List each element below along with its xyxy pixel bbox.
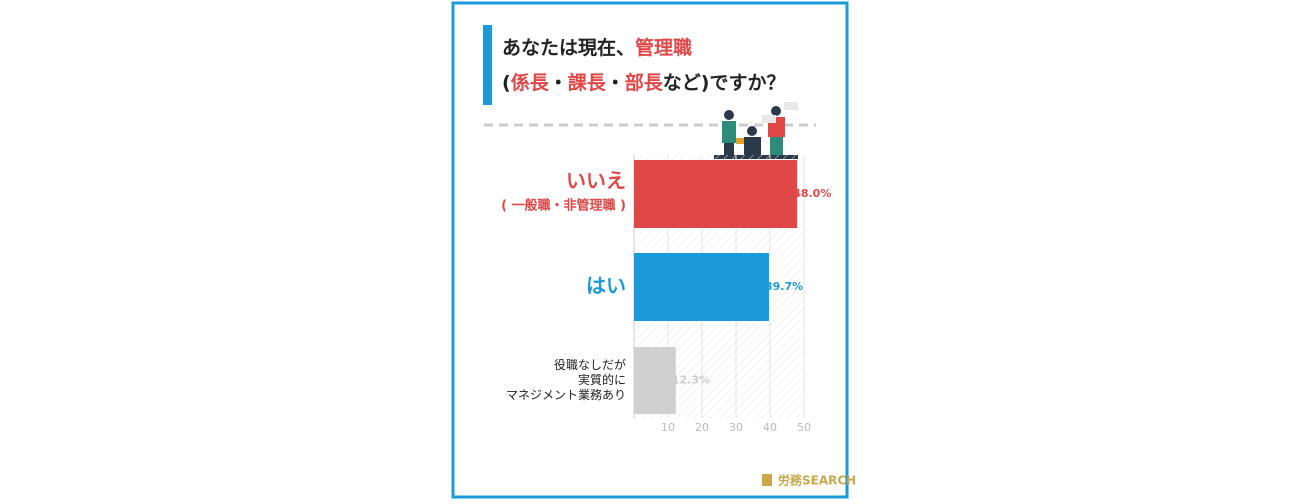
title-accent	[483, 25, 492, 105]
x-tick-label: 50	[797, 421, 811, 434]
title-segment: ・	[606, 72, 625, 94]
x-tick-label: 10	[661, 421, 675, 434]
category-label: 役職なしだが	[554, 357, 626, 372]
category-label: 実質的に	[578, 372, 626, 387]
logo-icon	[762, 474, 772, 486]
title-segment: あなたは現在、	[502, 36, 635, 59]
x-tick-label: 30	[729, 421, 743, 434]
title-line: あなたは現在、管理職	[502, 36, 692, 59]
title-segment: (	[502, 72, 511, 94]
category-label: ( 一般職・非管理職 )	[501, 198, 626, 214]
category-label: はい	[586, 274, 626, 298]
category-label: マネジメント業務あり	[506, 388, 626, 402]
title-segment: 係長	[511, 71, 550, 94]
bar	[634, 160, 798, 228]
title-segment: など)ですか？	[663, 72, 786, 94]
title-line: (係長・課長・部長など)ですか？	[502, 71, 785, 94]
x-tick-label: 40	[763, 421, 777, 434]
bar	[634, 347, 676, 414]
logo: 労務SEARCH	[778, 473, 856, 488]
title-segment: 管理職	[635, 36, 692, 59]
title-segment: ・	[549, 72, 568, 94]
x-tick-label: 20	[695, 421, 709, 434]
value-label: 48.0%	[793, 187, 831, 200]
title-segment: 課長	[568, 71, 607, 94]
value-label: 39.7%	[765, 280, 803, 293]
title-segment: 部長	[625, 71, 664, 94]
bar	[634, 253, 769, 321]
value-label: 12.3%	[672, 374, 710, 387]
category-label: いいえ	[566, 169, 626, 193]
